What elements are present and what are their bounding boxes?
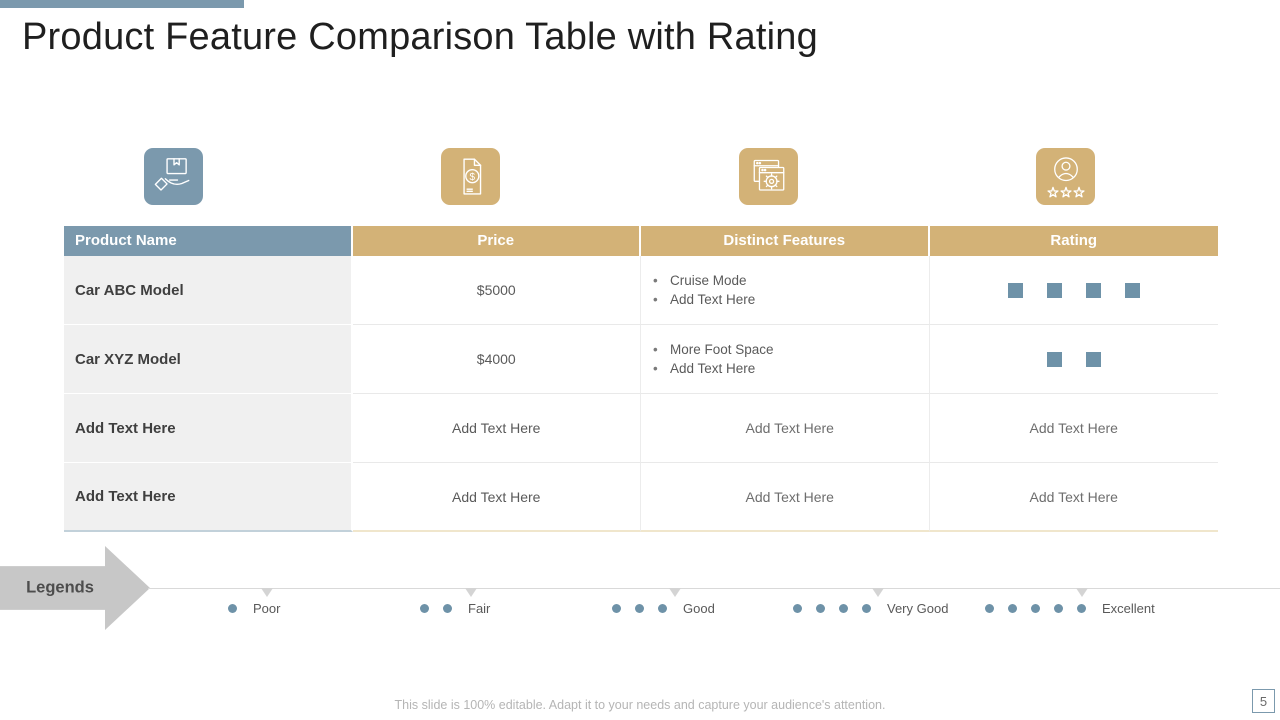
rating-square <box>1124 282 1140 298</box>
feature-item: • Add Text Here <box>653 359 755 378</box>
price-cell: $5000 <box>352 256 641 325</box>
legends-label: Legends <box>26 578 94 597</box>
features-cell: Add Text Here <box>641 394 930 463</box>
legend-dot <box>228 604 237 613</box>
table-row: Add Text Here Add Text Here Add Text Here A… <box>64 463 1218 532</box>
legend-dot <box>443 604 452 613</box>
page-title: Product Feature Comparison Table with Ra… <box>22 16 818 58</box>
legend-item-label: Good <box>683 601 715 616</box>
price-cell: Add Text Here <box>352 463 641 532</box>
tick-marker <box>669 588 681 597</box>
rating-square <box>1085 351 1101 367</box>
feature-text: Cruise Mode <box>670 273 747 288</box>
feature-item: • Cruise Mode <box>653 271 747 290</box>
feature-text: More Foot Space <box>670 342 774 357</box>
table-row: Add Text Here Add Text Here Add Text Here A… <box>64 394 1218 463</box>
tick-marker <box>261 588 273 597</box>
price-tag-icon: $ <box>441 148 500 205</box>
feature-text: Add Text Here <box>670 292 756 307</box>
rating-cell <box>929 325 1218 394</box>
svg-text:$: $ <box>469 171 475 182</box>
legends-arrow: Legends <box>0 546 150 630</box>
bullet-glyph: • <box>653 273 658 288</box>
legend-dot <box>420 604 429 613</box>
legend-dot <box>1008 604 1017 613</box>
distinct-features-icon <box>739 148 798 205</box>
legend-dot <box>658 604 667 613</box>
tick-marker <box>872 588 884 597</box>
footer-note: This slide is 100% editable. Adapt it to… <box>394 698 886 712</box>
customer-rating-icon <box>1036 148 1095 205</box>
table-body: Car ABC Model $5000 • Cruise Mode • Add Text … <box>64 256 1218 532</box>
legend-item: Fair <box>420 601 490 616</box>
table-header-row: Product Name Price Distinct Features Rat… <box>64 226 1218 256</box>
rating-cell: Add Text Here <box>929 394 1218 463</box>
product-name-cell: Car ABC Model <box>64 256 353 325</box>
legend-dot <box>1031 604 1040 613</box>
features-cell: Add Text Here <box>641 463 930 532</box>
product-name-cell: Add Text Here <box>64 394 353 463</box>
legend-item: Poor <box>228 601 280 616</box>
accent-bar <box>0 0 244 8</box>
legend-dot <box>793 604 802 613</box>
feature-item: • Add Text Here <box>653 290 755 309</box>
bullet-glyph: • <box>653 361 658 376</box>
legend-dot <box>612 604 621 613</box>
rating-square <box>1007 282 1023 298</box>
table-row: Car ABC Model $5000 • Cruise Mode • Add Text … <box>64 256 1218 325</box>
legend-dot <box>635 604 644 613</box>
legend-dot <box>1077 604 1086 613</box>
rating-cell: Add Text Here <box>929 463 1218 532</box>
header-distinct-features: Distinct Features <box>641 226 930 256</box>
legend-item-label: Fair <box>468 601 491 616</box>
table-row: Car XYZ Model $4000 • More Foot Space • Add T… <box>64 325 1218 394</box>
legend-item: Good <box>612 601 715 616</box>
features-cell: • More Foot Space • Add Text Here <box>641 325 930 394</box>
legend-dot <box>862 604 871 613</box>
rating-cell <box>929 256 1218 325</box>
legend-dot <box>839 604 848 613</box>
tick-marker <box>465 588 477 597</box>
legend-item-label: Excellent <box>1102 601 1155 616</box>
comparison-table: Product Name Price Distinct Features Rat… <box>64 226 1218 532</box>
rating-square <box>1085 282 1101 298</box>
price-cell: $4000 <box>352 325 641 394</box>
tick-marker <box>1076 588 1088 597</box>
legend-item: Very Good <box>793 601 948 616</box>
legend-dot <box>1054 604 1063 613</box>
product-delivery-icon <box>144 148 203 205</box>
legend-item-label: Poor <box>253 601 281 616</box>
rating-square <box>1046 282 1062 298</box>
feature-item: • More Foot Space <box>653 340 774 359</box>
header-product-name: Product Name <box>64 226 353 256</box>
product-name-cell: Car XYZ Model <box>64 325 353 394</box>
legend-axis-line <box>148 588 1280 589</box>
bullet-glyph: • <box>653 342 658 357</box>
header-price: Price <box>352 226 641 256</box>
legend-item-label: Very Good <box>887 601 949 616</box>
header-rating: Rating <box>929 226 1218 256</box>
feature-text: Add Text Here <box>670 361 756 376</box>
legend-item: Excellent <box>985 601 1155 616</box>
legend-dot <box>816 604 825 613</box>
product-name-cell: Add Text Here <box>64 463 353 532</box>
price-cell: Add Text Here <box>352 394 641 463</box>
page-number: 5 <box>1252 689 1275 713</box>
bullet-glyph: • <box>653 292 658 307</box>
rating-square <box>1046 351 1062 367</box>
features-cell: • Cruise Mode • Add Text Here <box>641 256 930 325</box>
legend-dot <box>985 604 994 613</box>
